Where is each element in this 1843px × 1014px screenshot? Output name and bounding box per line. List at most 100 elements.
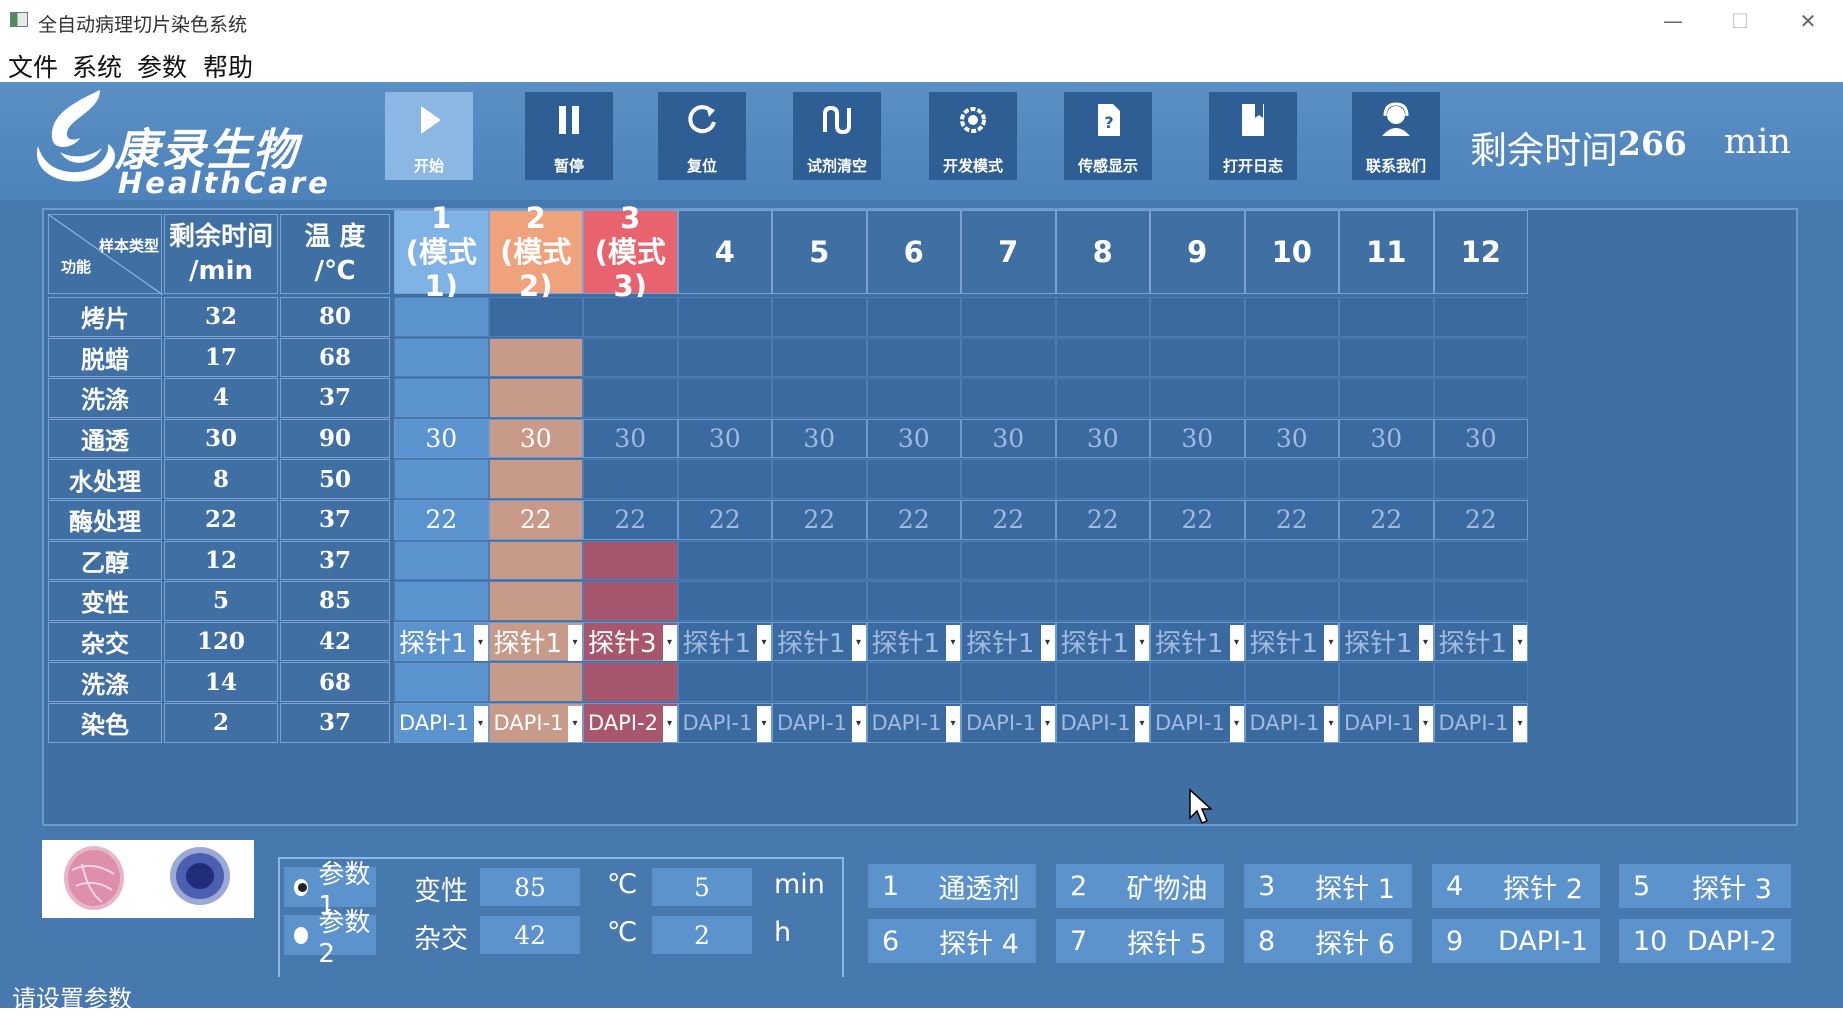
slot-cell[interactable]: [583, 581, 678, 621]
slot-cell[interactable]: [772, 459, 867, 499]
slot-cell[interactable]: [772, 581, 867, 621]
toolbar-button-6[interactable]: ? 传感显示: [1064, 92, 1152, 180]
slot-cell[interactable]: [1339, 378, 1434, 418]
slot-cell[interactable]: [1150, 581, 1245, 621]
slot-cell[interactable]: [1339, 337, 1434, 378]
slot-cell[interactable]: [394, 378, 489, 418]
slot-cell[interactable]: [1244, 378, 1339, 418]
slot-value-field[interactable]: 30: [772, 418, 867, 459]
slot-cell[interactable]: [1150, 459, 1245, 499]
chevron-down-icon[interactable]: ▾: [1229, 706, 1244, 742]
slot-cell[interactable]: [1339, 581, 1434, 621]
slot-header-3[interactable]: 3 (模式3): [583, 201, 678, 303]
slot-combo-box[interactable]: 探针3 ▾: [583, 621, 678, 662]
param-radio-2[interactable]: 参数2: [284, 908, 376, 969]
maximize-button[interactable]: ☐: [1731, 9, 1749, 33]
radio-icon[interactable]: [294, 926, 309, 944]
slot-cell[interactable]: [1433, 662, 1528, 702]
slot-combo-box[interactable]: 探针1 ▾: [1339, 621, 1434, 662]
slot-cell[interactable]: [772, 378, 867, 418]
slot-cell[interactable]: [866, 540, 961, 581]
slot-cell[interactable]: [1244, 540, 1339, 581]
slot-value-field[interactable]: 30: [394, 418, 489, 459]
slot-value-field[interactable]: 30: [488, 418, 583, 459]
slot-cell[interactable]: [1055, 662, 1150, 702]
slot-cell[interactable]: [583, 297, 678, 337]
slot-combo-box[interactable]: DAPI-1 ▾: [1244, 703, 1339, 743]
step-temp[interactable]: 42: [280, 621, 390, 662]
slot-cell[interactable]: [961, 297, 1056, 337]
slot-cell[interactable]: [583, 459, 678, 499]
slot-combo-box[interactable]: DAPI-1 ▾: [488, 703, 583, 743]
slot-cell[interactable]: [1244, 297, 1339, 337]
minimize-button[interactable]: —: [1663, 9, 1683, 33]
slot-combo-box[interactable]: 探针1 ▾: [1055, 621, 1150, 662]
chevron-down-icon[interactable]: ▾: [946, 706, 960, 742]
slot-combo-box[interactable]: DAPI-1 ▾: [961, 703, 1056, 743]
radio-icon[interactable]: [294, 878, 309, 896]
chevron-down-icon[interactable]: ▾: [1135, 706, 1149, 742]
slot-cell[interactable]: [488, 540, 583, 581]
slot-cell[interactable]: [1433, 378, 1528, 418]
slot-combo-box[interactable]: 探针1 ▾: [866, 621, 961, 662]
step-time[interactable]: 17: [164, 337, 278, 378]
slot-cell[interactable]: [1055, 297, 1150, 337]
chevron-down-icon[interactable]: ▾: [1135, 624, 1149, 661]
slot-cell[interactable]: [1339, 459, 1434, 499]
slot-combo-box[interactable]: 探针1 ▾: [772, 621, 867, 662]
close-button[interactable]: ✕: [1799, 9, 1817, 33]
chevron-down-icon[interactable]: ▾: [946, 624, 960, 661]
chevron-down-icon[interactable]: ▾: [851, 706, 866, 742]
slot-cell[interactable]: [866, 662, 961, 702]
slot-cell[interactable]: [1244, 459, 1339, 499]
tissue-image-thumbnail[interactable]: [42, 840, 150, 918]
slot-combo-box[interactable]: DAPI-1 ▾: [1150, 703, 1245, 743]
step-time[interactable]: 32: [164, 297, 278, 337]
slot-cell[interactable]: [866, 581, 961, 621]
step-time[interactable]: 4: [164, 378, 278, 418]
slot-cell[interactable]: [961, 662, 1056, 702]
slot-cell[interactable]: [866, 297, 961, 337]
slot-cell[interactable]: [1244, 581, 1339, 621]
step-temp[interactable]: 37: [280, 378, 390, 418]
slot-cell[interactable]: [677, 297, 772, 337]
slot-cell[interactable]: [1339, 297, 1434, 337]
slot-cell[interactable]: [961, 337, 1056, 378]
slot-value-field[interactable]: 22: [488, 500, 583, 540]
slot-cell[interactable]: [1433, 540, 1528, 581]
slot-cell[interactable]: [583, 378, 678, 418]
slot-value-field[interactable]: 22: [394, 500, 489, 540]
slot-cell[interactable]: [961, 459, 1056, 499]
slot-cell[interactable]: [772, 297, 867, 337]
slot-value-field[interactable]: 30: [1244, 418, 1339, 459]
slot-cell[interactable]: [1339, 540, 1434, 581]
param-temp-input[interactable]: 42: [480, 916, 580, 954]
slot-cell[interactable]: [961, 378, 1056, 418]
chevron-down-icon[interactable]: ▾: [662, 624, 677, 661]
slot-cell[interactable]: [394, 297, 489, 337]
slot-cell[interactable]: [1150, 297, 1245, 337]
chevron-down-icon[interactable]: ▾: [568, 706, 582, 742]
chevron-down-icon[interactable]: ▾: [851, 624, 866, 661]
step-temp[interactable]: 37: [280, 540, 390, 581]
slot-cell[interactable]: [677, 662, 772, 702]
slot-cell[interactable]: [677, 378, 772, 418]
slot-combo-box[interactable]: DAPI-1 ▾: [866, 703, 961, 743]
slot-cell[interactable]: [1339, 662, 1434, 702]
slot-cell[interactable]: [488, 297, 583, 337]
step-time[interactable]: 14: [164, 662, 278, 702]
step-time[interactable]: 5: [164, 581, 278, 621]
chevron-down-icon[interactable]: ▾: [757, 706, 771, 742]
slot-value-field[interactable]: 22: [961, 500, 1056, 540]
chevron-down-icon[interactable]: ▾: [473, 706, 488, 742]
slot-header-6[interactable]: 6: [866, 210, 961, 294]
chevron-down-icon[interactable]: ▾: [1324, 706, 1338, 742]
step-temp[interactable]: 37: [280, 500, 390, 540]
slot-cell[interactable]: [583, 662, 678, 702]
slot-value-field[interactable]: 22: [1244, 500, 1339, 540]
slot-value-field[interactable]: 30: [677, 418, 772, 459]
step-temp[interactable]: 68: [280, 337, 390, 378]
slot-header-11[interactable]: 11: [1339, 210, 1434, 294]
slot-cell[interactable]: [394, 662, 489, 702]
chevron-down-icon[interactable]: ▾: [1040, 706, 1055, 742]
